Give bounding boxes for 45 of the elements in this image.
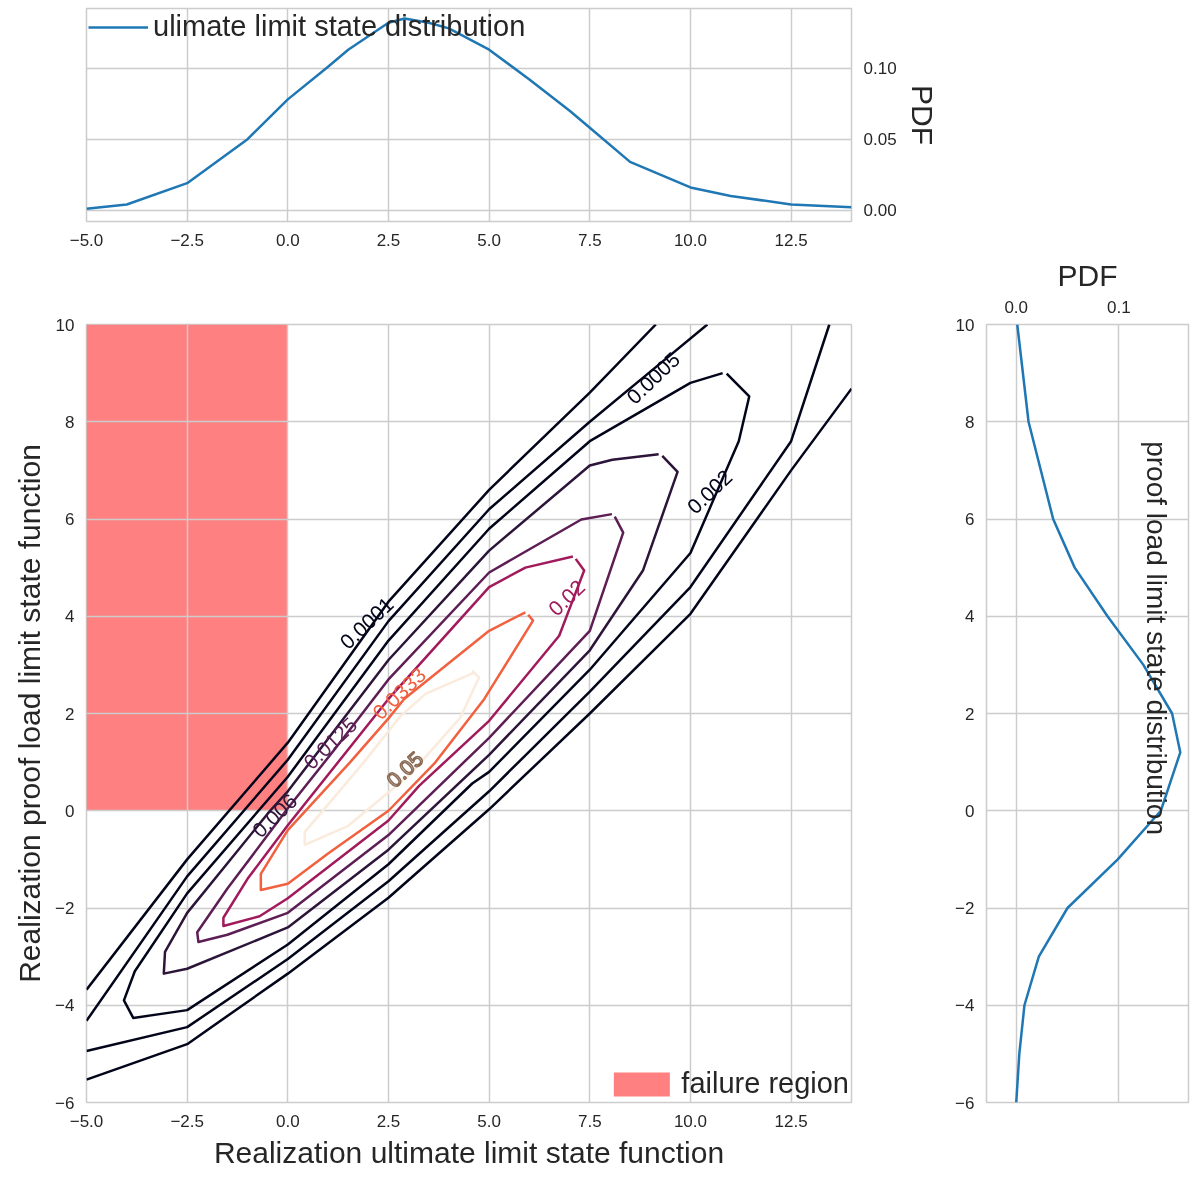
- x-axis-title: Realization ultimate limit state function: [213, 1135, 725, 1169]
- x-tick-label: 5.0: [477, 1111, 501, 1131]
- x-tick-label: −5.0: [69, 1111, 104, 1131]
- x-tick-label: 10.0: [673, 230, 707, 250]
- y-tick-label: −2: [55, 899, 75, 918]
- y-tick-label: 8: [65, 412, 75, 432]
- y-tick-label: −2: [955, 899, 975, 918]
- y-tick-label: 10: [955, 315, 975, 335]
- y-tick-label: −6: [55, 1093, 75, 1113]
- y-tick-label: 6: [65, 510, 75, 529]
- y-tick-label: 0: [65, 801, 75, 821]
- y2-axis-title: PDF: [905, 85, 939, 145]
- text: proof load limit state distribution: [1140, 441, 1172, 835]
- y-tick-label: 4: [65, 607, 75, 627]
- x-tick-label: −5.0: [69, 230, 104, 250]
- legend-label: failure region: [681, 1067, 849, 1100]
- x-tick-label: 12.5: [774, 1111, 808, 1131]
- y-tick-label: 2: [965, 704, 975, 724]
- x-tick-label: −2.5: [170, 1111, 204, 1131]
- y-tick-label: −4: [55, 996, 75, 1016]
- x-tick-label: 7.5: [577, 230, 602, 250]
- x2-tick-label: 0.0: [1004, 297, 1029, 317]
- x-tick-label: 7.5: [577, 1111, 602, 1131]
- x-tick-label: 2.5: [376, 1111, 401, 1131]
- y-tick-label: 2: [65, 704, 75, 724]
- y-tick-label: 0: [965, 801, 975, 821]
- y2-tick-label: 0.10: [863, 59, 897, 79]
- y2-tick-label: 0.00: [863, 201, 897, 221]
- y-tick-label: 10: [55, 315, 75, 335]
- x-tick-label: 10.0: [673, 1111, 707, 1131]
- y-tick-label: −4: [955, 996, 975, 1016]
- y-tick-label: 6: [965, 510, 975, 529]
- x-tick-label: 0.0: [276, 230, 300, 250]
- y-tick-label: 8: [965, 412, 975, 432]
- x-tick-label: 12.5: [774, 230, 808, 250]
- x-tick-label: 2.5: [376, 230, 401, 250]
- x-tick-label: 5.0: [477, 230, 501, 250]
- y-axis-title: Realization proof load limit state function: [13, 444, 47, 983]
- x2-axis-title: PDF: [1057, 258, 1118, 292]
- y2-tick-label: 0.05: [863, 130, 897, 150]
- x-tick-label: 0.0: [276, 1111, 300, 1131]
- y-tick-label: −6: [955, 1093, 975, 1113]
- x2-tick-label: 0.1: [1106, 297, 1131, 317]
- x-tick-label: −2.5: [170, 230, 204, 250]
- y-tick-label: 4: [965, 607, 975, 627]
